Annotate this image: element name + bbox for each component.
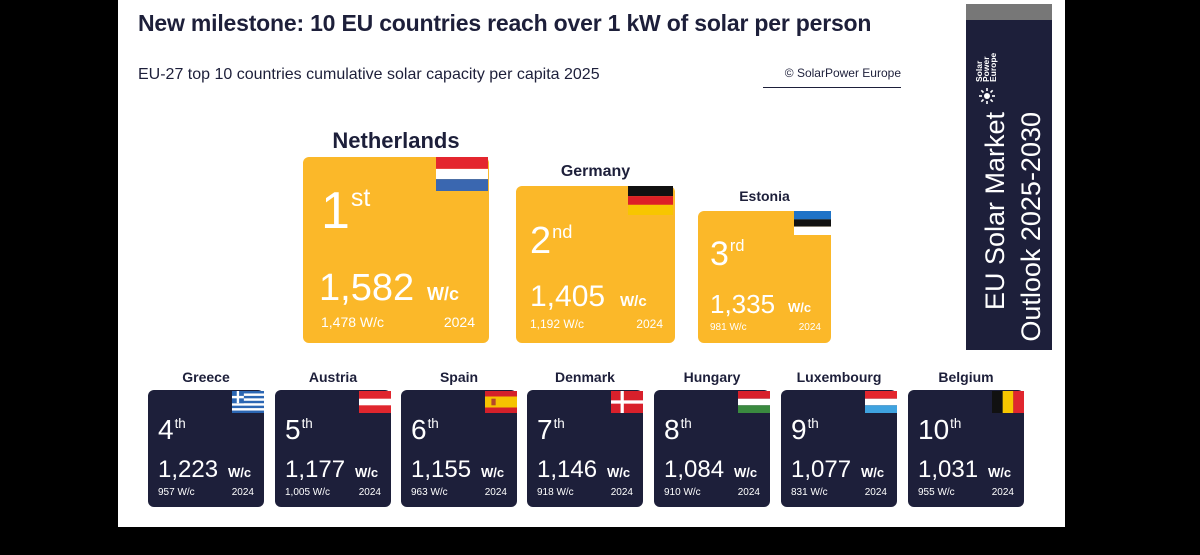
previous-year-value: 963 W/c (411, 487, 448, 498)
rank-card: 7th 1,146 W/c 918 W/c 2024 (527, 390, 643, 507)
rank-label: 4th (158, 414, 186, 445)
capacity-unit: W/c (607, 465, 631, 480)
flag-luxembourg-icon (865, 391, 897, 413)
flag-austria-icon (359, 391, 391, 413)
previous-year-value: 955 W/c (918, 487, 955, 498)
country-label: Estonia (739, 188, 790, 204)
capacity-unit: W/c (427, 284, 460, 304)
page-title: New milestone: 10 EU countries reach ove… (138, 10, 872, 36)
country-label: Spain (439, 369, 479, 385)
svg-text:EU Solar Market: EU Solar Market (980, 112, 1010, 310)
country-label: Belgium (938, 369, 994, 385)
rank-card: 5th 1,177 W/c 1,005 W/c 2024 (275, 390, 391, 507)
flag-estonia-icon (794, 211, 831, 235)
country-label: Hungary (683, 369, 741, 385)
previous-year-value: 1,478 W/c (321, 314, 385, 330)
rank-card: 1st 1,582 W/c 1,478 W/c 2024 (303, 157, 489, 343)
rank-suffix: th (174, 415, 186, 431)
previous-year-value: 1,192 W/c (530, 317, 585, 331)
rank-label: 5th (285, 414, 313, 445)
rank-suffix: th (680, 415, 692, 431)
capacity-unit: W/c (228, 465, 252, 480)
side-banner-title: EU Solar Market Outlook 2025-2030 (974, 112, 1046, 350)
capacity-unit: W/c (788, 300, 812, 315)
rank-card: 3rd 1,335 W/c 981 W/c 2024 (698, 211, 831, 343)
previous-year-label: 2024 (864, 487, 887, 498)
capacity-value: 1,146 (537, 456, 598, 483)
previous-year-label: 2024 (610, 487, 633, 498)
rank-card: 6th 1,155 W/c 963 W/c 2024 (401, 390, 517, 507)
capacity-value: 1,177 (285, 456, 346, 483)
country-label: Luxembourg (796, 369, 882, 385)
capacity-value: 1,582 (319, 267, 415, 309)
flag-belgium-icon (992, 391, 1024, 413)
capacity-unit: W/c (734, 465, 758, 480)
side-banner: Solar Power Europe EU Solar Market Outlo… (966, 4, 1052, 350)
country-label: Austria (308, 369, 358, 385)
previous-year-value: 1,005 W/c (285, 487, 331, 498)
rank-label: 9th (791, 414, 819, 445)
flag-netherlands-icon (436, 157, 488, 191)
previous-year-label: 2024 (484, 487, 507, 498)
previous-year-value: 957 W/c (158, 487, 195, 498)
capacity-value: 1,031 (918, 456, 979, 483)
previous-year-label: 2024 (358, 487, 381, 498)
previous-year-label: 2024 (798, 322, 821, 333)
rank-suffix: th (950, 415, 962, 431)
capacity-unit: W/c (861, 465, 885, 480)
rank-label: 3rd (710, 235, 745, 273)
rank-suffix: th (301, 415, 313, 431)
rank-label: 2nd (530, 220, 573, 262)
svg-text:Outlook 2025-2030: Outlook 2025-2030 (1016, 112, 1046, 342)
rank-suffix: nd (552, 220, 573, 242)
rank-label: 8th (664, 414, 692, 445)
capacity-value: 1,223 (158, 456, 219, 483)
flag-greece-icon (232, 391, 264, 413)
capacity-unit: W/c (481, 465, 505, 480)
flag-hungary-icon (738, 391, 770, 413)
previous-year-value: 981 W/c (710, 322, 747, 333)
svg-text:Europe: Europe (988, 52, 998, 82)
rank-suffix: th (553, 415, 565, 431)
rank-label: 10th (918, 414, 962, 445)
capacity-value: 1,405 (530, 280, 606, 313)
rank-suffix: th (427, 415, 439, 431)
capacity-unit: W/c (620, 293, 647, 310)
previous-year-label: 2024 (443, 314, 475, 330)
solarpower-europe-logo: Solar Power Europe (974, 22, 1000, 106)
flag-germany-icon (628, 186, 673, 215)
capacity-value: 1,077 (791, 456, 852, 483)
country-label: Greece (182, 369, 230, 385)
rank-suffix: st (350, 184, 371, 213)
flag-spain-icon (485, 391, 517, 413)
rank-suffix: rd (729, 236, 745, 255)
previous-year-value: 910 W/c (664, 487, 701, 498)
capacity-value: 1,084 (664, 456, 725, 483)
capacity-unit: W/c (355, 465, 379, 480)
rank-label: 7th (537, 414, 565, 445)
capacity-value: 1,155 (411, 456, 472, 483)
svg-text:Power: Power (981, 56, 991, 82)
capacity-value: 1,335 (710, 289, 776, 319)
previous-year-label: 2024 (636, 317, 663, 331)
previous-year-value: 918 W/c (537, 487, 574, 498)
rank-suffix: th (807, 415, 819, 431)
rank-label: 6th (411, 414, 439, 445)
country-label: Germany (560, 163, 631, 180)
country-label: Denmark (555, 369, 615, 385)
country-label: Netherlands (332, 128, 460, 153)
rank-label: 1st (321, 182, 371, 240)
source-credit: © SolarPower Europe (763, 66, 901, 88)
flag-denmark-icon (611, 391, 643, 413)
capacity-unit: W/c (988, 465, 1012, 480)
previous-year-label: 2024 (991, 487, 1014, 498)
previous-year-value: 831 W/c (791, 487, 828, 498)
svg-text:Solar: Solar (974, 60, 984, 82)
chart-subtitle: EU-27 top 10 countries cumulative solar … (138, 66, 600, 83)
previous-year-label: 2024 (231, 487, 254, 498)
previous-year-label: 2024 (737, 487, 760, 498)
